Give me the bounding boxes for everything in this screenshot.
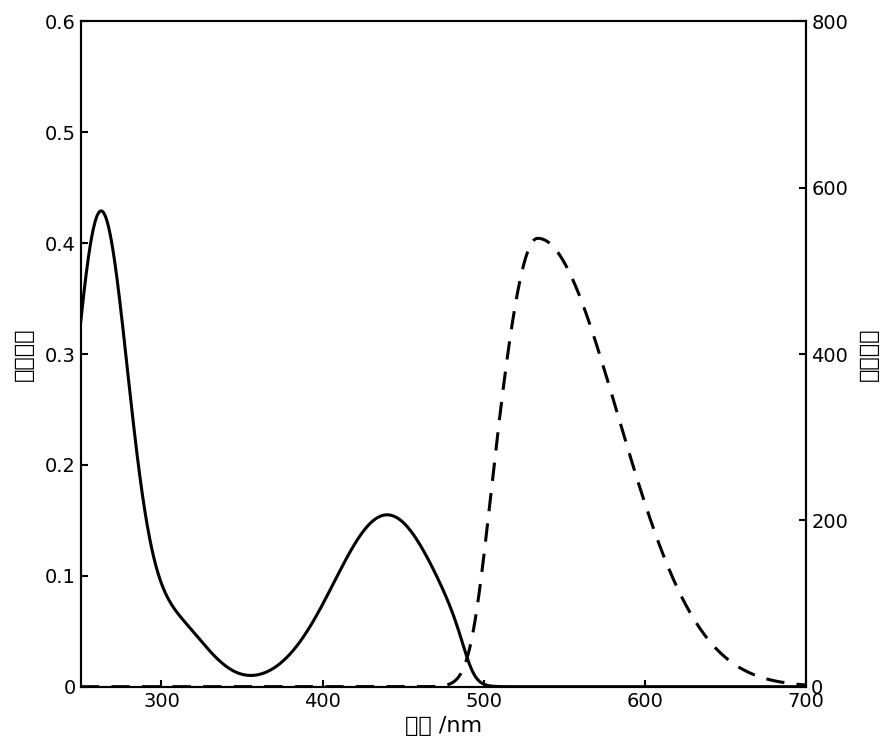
Y-axis label: 紫外吸收: 紫外吸收 — [14, 327, 34, 381]
Y-axis label: 荧光强度: 荧光强度 — [859, 327, 879, 381]
X-axis label: 波长 /nm: 波长 /nm — [405, 716, 482, 736]
